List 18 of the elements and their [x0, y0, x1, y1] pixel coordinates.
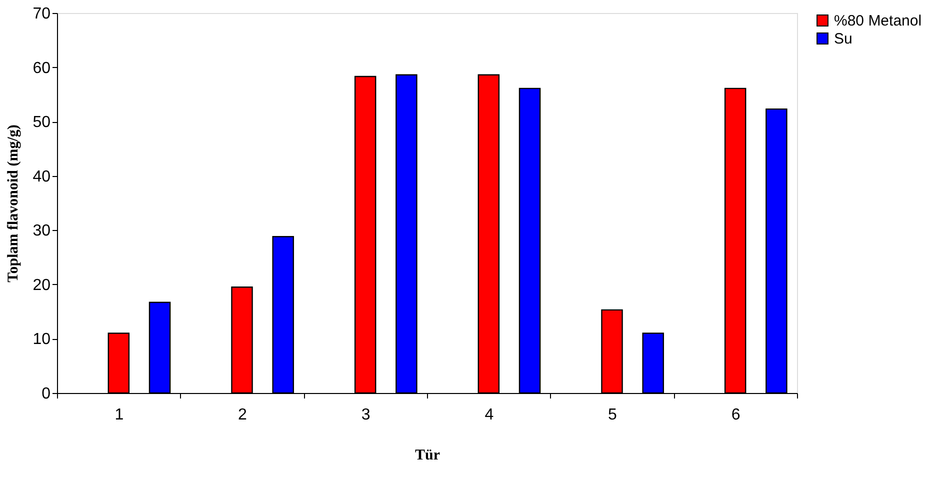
- legend-label: Su: [834, 30, 852, 48]
- x-tick-label: 4: [484, 406, 494, 424]
- y-tick-label: 30: [32, 222, 51, 240]
- legend-label: %80 Metanol: [834, 12, 922, 30]
- x-tick-label: 3: [361, 406, 370, 424]
- x-tick-label: 6: [731, 406, 740, 424]
- y-tick-label: 50: [32, 114, 51, 132]
- y-tick-label: 10: [32, 331, 51, 348]
- y-tick-label: 20: [32, 276, 51, 294]
- x-axis-title: Tür: [414, 448, 440, 464]
- y-tick-label: 40: [32, 168, 51, 186]
- y-axis-title: Toplam flavonoid (mg/g): [6, 124, 22, 282]
- y-tick-label: 0: [42, 386, 51, 402]
- y-tick-label: 60: [32, 60, 51, 77]
- y-tick-label: 70: [32, 6, 51, 22]
- x-tick-label: 5: [608, 406, 618, 424]
- x-tick-label: 2: [238, 406, 248, 424]
- x-tick-label: 1: [114, 406, 124, 424]
